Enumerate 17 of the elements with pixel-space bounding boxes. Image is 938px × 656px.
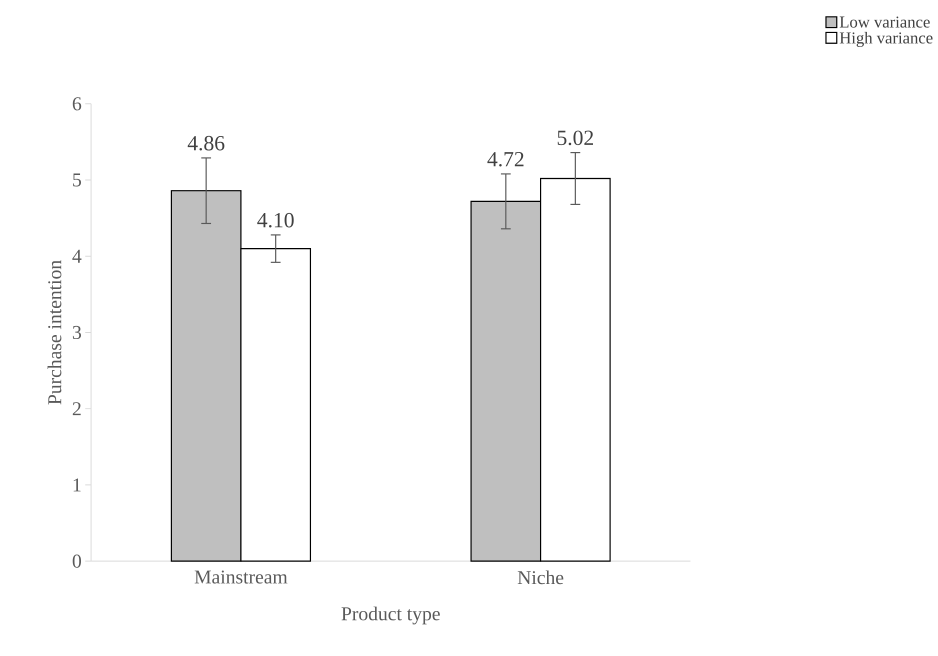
y-tick-label: 4: [72, 250, 82, 263]
y-tick-label: 1: [74, 478, 81, 492]
y-tick-label: 6: [72, 97, 82, 110]
data-label: 5.02: [558, 130, 593, 146]
y-axis-title: Purchase intention: [48, 260, 62, 404]
data-label: 4.72: [487, 152, 524, 166]
data-label: 4.10: [257, 212, 294, 228]
x-tick-label: Mainstream: [194, 570, 288, 584]
y-tick-label: 0: [72, 554, 82, 568]
y-tick-label: 2: [72, 402, 81, 416]
legend-label: High variance: [840, 32, 933, 47]
y-tick-label: 3: [72, 326, 81, 339]
x-axis-title: Product type: [342, 606, 440, 624]
x-tick-label: Niche: [518, 570, 564, 584]
data-label: 4.86: [188, 136, 224, 150]
y-tick-label: 5: [73, 173, 81, 186]
legend-label: Low variance: [840, 16, 930, 28]
